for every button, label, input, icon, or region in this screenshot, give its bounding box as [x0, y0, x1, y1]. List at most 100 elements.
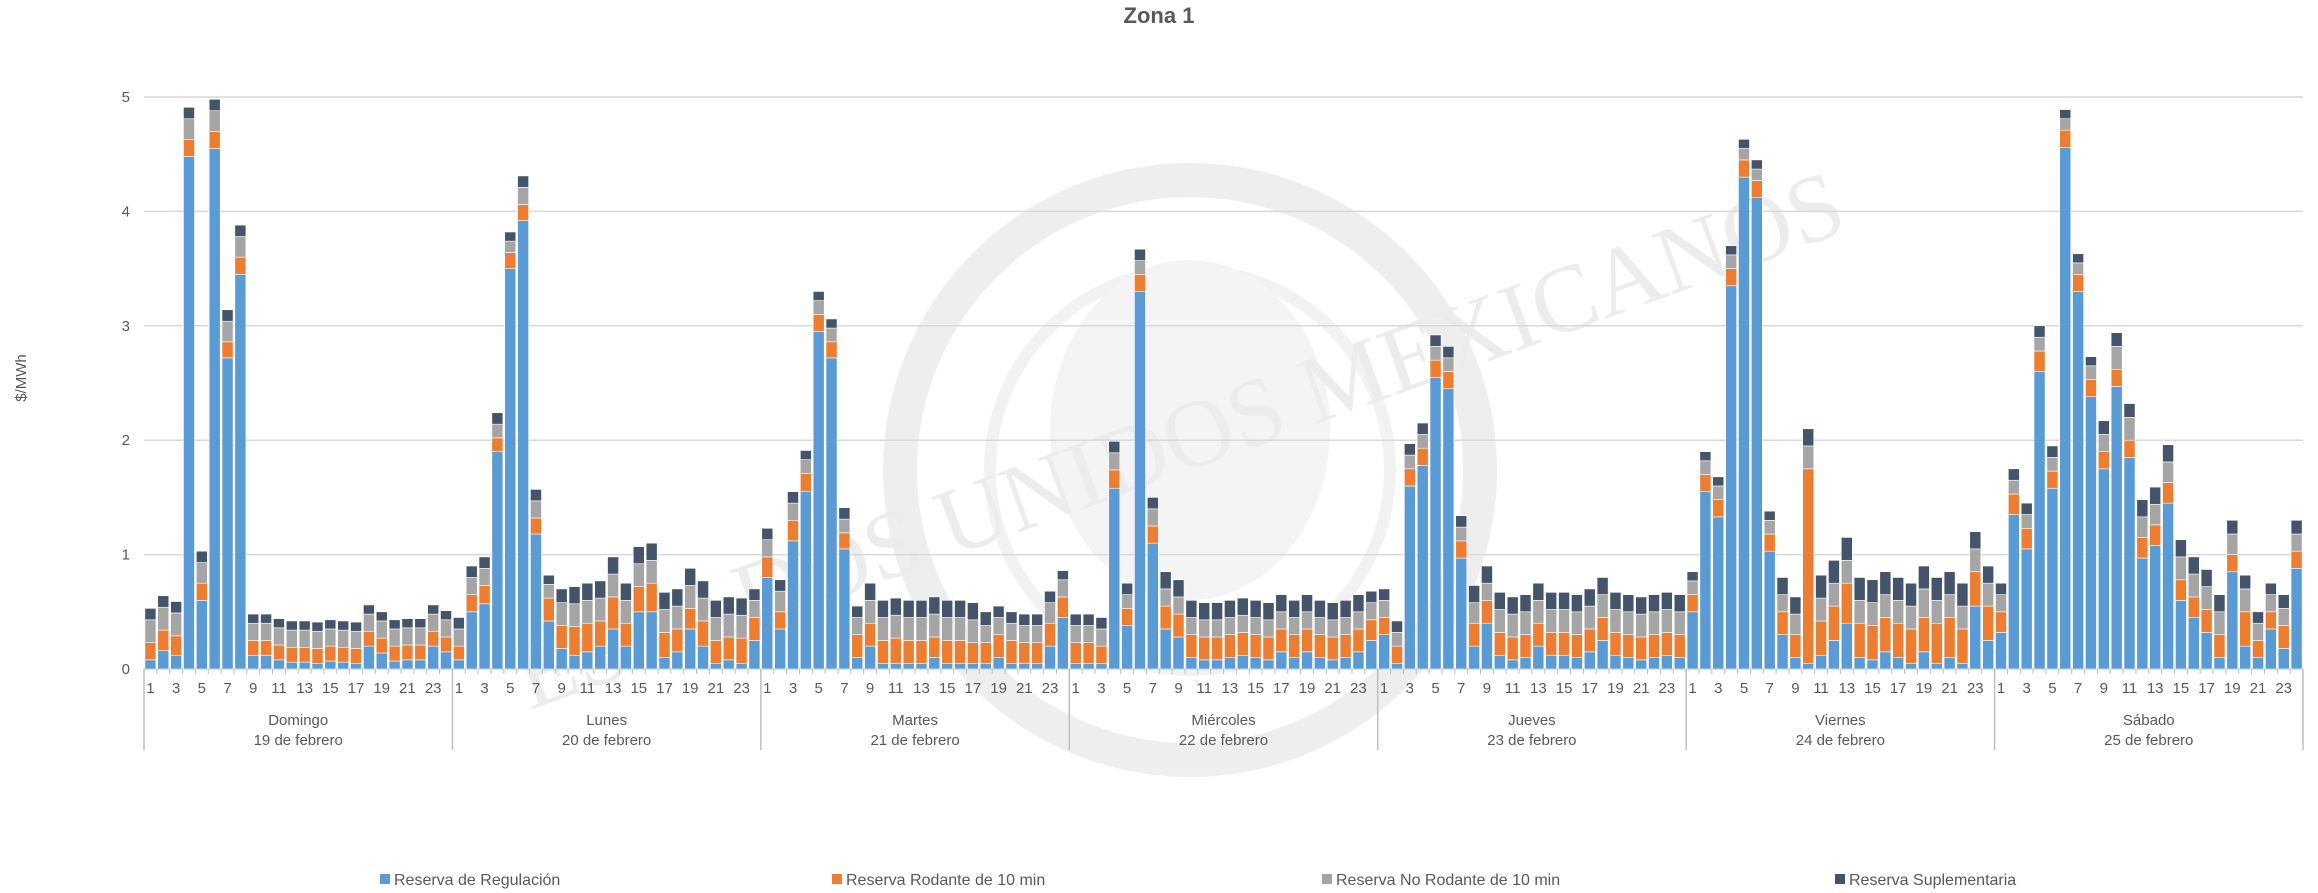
x-tick-label: 21 [1016, 680, 1033, 697]
bar-segment [748, 640, 761, 670]
bar-segment [645, 611, 658, 670]
bar-segment [825, 357, 838, 670]
bar-segment [1815, 597, 1827, 622]
bar-segment [1648, 594, 1660, 613]
bar-segment [1236, 654, 1249, 670]
bar-segment [208, 131, 221, 149]
bar-segment [491, 423, 504, 439]
bar-segment [1404, 468, 1416, 487]
bar-segment [1493, 632, 1506, 656]
bar-segment [144, 659, 157, 670]
bar-segment [1763, 519, 1776, 535]
bar-segment [1930, 662, 1943, 670]
bar-segment [2123, 439, 2136, 458]
bar-segment [1378, 600, 1390, 618]
bar-segment [1943, 657, 1956, 670]
bar-segment [196, 550, 208, 563]
bar-segment [2187, 573, 2200, 598]
bar-segment [684, 608, 697, 630]
bar-segment [1339, 600, 1352, 618]
y-tick-label: 0 [122, 661, 130, 678]
bar-segment [774, 590, 786, 613]
bar-segment [1699, 451, 1712, 462]
bar-segment [1095, 617, 1108, 630]
bar-segment [157, 595, 170, 608]
day-name-label: Miércoles [1191, 712, 1255, 729]
bar-segment [196, 582, 208, 601]
bar-segment [1866, 625, 1879, 661]
bar-segment [1725, 285, 1737, 670]
bar-segment [1905, 605, 1917, 630]
bar-segment [748, 617, 761, 641]
bar-segment [2008, 493, 2020, 515]
bar-segment [1622, 611, 1635, 635]
bar-segment [2085, 379, 2097, 398]
x-tick-label: 1 [763, 680, 771, 697]
bar-segment [1930, 577, 1943, 601]
bar-segment [2085, 365, 2097, 380]
bar-segment [645, 560, 658, 584]
bar-segment [812, 331, 825, 670]
bar-segment [1635, 659, 1647, 670]
bar-segment [1236, 614, 1249, 633]
bar-segment [1314, 657, 1326, 670]
bar-segment [2277, 625, 2290, 649]
bar-segment [2252, 640, 2264, 658]
bar-segment [1121, 594, 1133, 609]
bar-segment [1442, 357, 1455, 372]
x-tick-label: 7 [1149, 680, 1157, 697]
bar-segment [1943, 617, 1956, 658]
bar-segment [1828, 605, 1840, 641]
bar-segment [2187, 617, 2200, 670]
bar-segment [1776, 577, 1789, 595]
bar-segment [1712, 485, 1725, 500]
day-date-label: 25 de febrero [2104, 732, 2193, 749]
bar-segment [1044, 590, 1056, 603]
bar-segment [1275, 651, 1288, 670]
bar-segment [311, 648, 324, 664]
bar-segment [414, 627, 427, 646]
bar-segment [285, 629, 298, 648]
bar-segment [1879, 594, 1892, 618]
bar-segment [2162, 461, 2174, 483]
bar-segment [1995, 611, 2007, 633]
x-tick-label: 5 [198, 680, 206, 697]
bar-segment [1519, 634, 1532, 658]
bar-segment [183, 156, 195, 670]
bar-segment [1416, 447, 1429, 466]
bar-segment [196, 600, 208, 670]
bar-segment [1892, 622, 1905, 658]
bar-segment [1275, 628, 1288, 653]
bar-segment [440, 610, 452, 621]
bar-segment [1905, 628, 1917, 664]
bar-segment [1146, 497, 1159, 510]
bar-segment [902, 600, 915, 618]
bar-segment [2097, 468, 2110, 670]
bar-segment [1057, 596, 1069, 618]
bar-segment [414, 644, 427, 661]
bar-segment [2085, 356, 2097, 367]
bar-segment [1339, 657, 1352, 670]
x-tick-label: 5 [1740, 680, 1748, 697]
bar-segment [2162, 482, 2174, 504]
bar-segment [1622, 594, 1635, 613]
bar-segment [2162, 444, 2174, 463]
bar-segment [1635, 596, 1647, 615]
x-tick-label: 7 [223, 680, 231, 697]
bar-segment [1198, 636, 1211, 661]
bar-segment [1429, 359, 1442, 378]
x-tick-label: 21 [2250, 680, 2267, 697]
bar-segment [2149, 503, 2162, 526]
chart-title: Zona 1 [1124, 3, 1195, 28]
legend-label: Reserva Rodante de 10 min [846, 872, 1045, 889]
bar-segment [1853, 600, 1866, 624]
bar-segment [1763, 510, 1776, 521]
bar-segment [877, 617, 889, 641]
bar-segment [1262, 659, 1275, 670]
bar-segment [992, 617, 1005, 635]
bar-segment [1866, 602, 1879, 626]
bar-segment [1879, 651, 1892, 670]
bar-segment [208, 98, 221, 112]
bar-segment [697, 597, 709, 622]
bar-segment [504, 231, 517, 242]
